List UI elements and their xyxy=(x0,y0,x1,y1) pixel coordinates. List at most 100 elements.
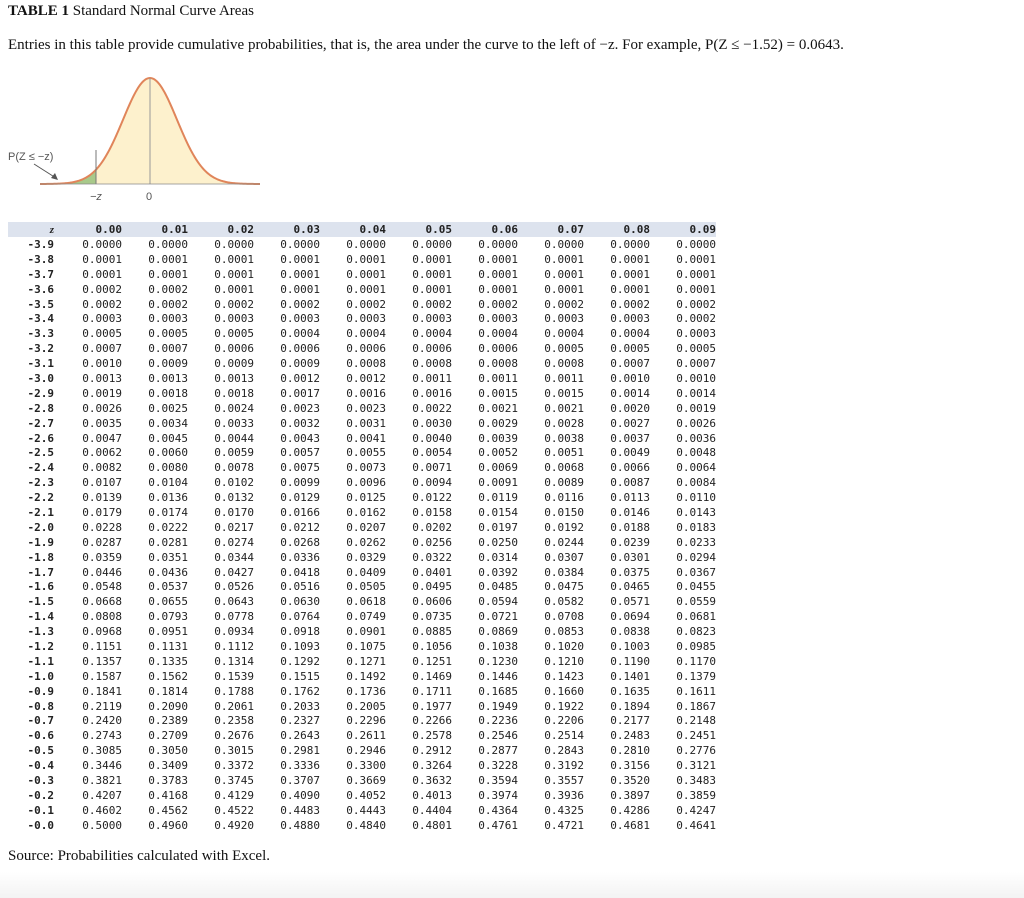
probability-cell: 0.3632 xyxy=(412,774,452,787)
probability-cell: 0.0005 xyxy=(214,327,254,341)
probability-cell: 0.1922 xyxy=(544,699,584,713)
table-row: -0.6 0.2743 0.2709 0.2676 0.2643 0.2611 0.2578… xyxy=(8,728,717,743)
table-row: -2.0 0.0228 0.0222 0.0217 0.0212 0.0207 0.0202… xyxy=(8,520,717,535)
probability-cell: 0.0301 xyxy=(610,550,650,564)
probability-cell: 0.0069 xyxy=(478,461,518,475)
probability-cell: 0.0023 xyxy=(346,401,386,415)
probability-cell: 0.0041 xyxy=(346,431,386,445)
probability-cell: 0.2676 xyxy=(214,729,254,743)
z-value-cell: -2.3 xyxy=(27,476,55,490)
probability-cell: 0.0020 xyxy=(610,401,650,415)
probability-cell: 0.3446 xyxy=(82,759,122,773)
z-value-cell: -2.2 xyxy=(27,491,55,505)
probability-cell: 0.2611 xyxy=(346,729,386,743)
probability-cell: 0.0009 xyxy=(280,357,320,371)
z-value-cell: -1.4 xyxy=(27,610,55,624)
probability-cell: 0.0228 xyxy=(82,520,122,534)
probability-cell: 0.0031 xyxy=(346,416,386,430)
table-row: -2.8 0.0026 0.0025 0.0024 0.0023 0.0023 0.0022… xyxy=(8,401,717,416)
probability-cell: 0.0401 xyxy=(412,565,452,579)
probability-cell: 0.0465 xyxy=(610,580,650,594)
probability-cell: 0.2643 xyxy=(280,729,320,743)
probability-cell: 0.0143 xyxy=(676,505,716,519)
z-value-cell: -3.2 xyxy=(27,342,55,356)
probability-cell: 0.1736 xyxy=(346,684,386,698)
probability-cell: 0.3783 xyxy=(148,774,188,787)
z-value-cell: -0.7 xyxy=(27,714,55,728)
probability-cell: 0.0007 xyxy=(676,357,716,371)
probability-cell: 0.0808 xyxy=(82,610,122,624)
probability-cell: 0.0002 xyxy=(148,282,188,296)
z-value-cell: -3.9 xyxy=(27,237,55,251)
probability-cell: 0.0262 xyxy=(346,535,386,549)
probability-cell: 0.1093 xyxy=(280,639,320,653)
probability-cell: 0.0526 xyxy=(214,580,254,594)
z-table-body: -3.9 0.0000 0.0000 0.0000 0.0000 0.0000 0.0000… xyxy=(8,237,717,833)
probability-cell: 0.0009 xyxy=(148,357,188,371)
z-value-cell: -2.1 xyxy=(27,505,55,519)
probability-cell: 0.2776 xyxy=(676,744,716,758)
probability-cell: 0.0351 xyxy=(148,550,188,564)
z-value-cell: -3.0 xyxy=(27,371,55,385)
probability-cell: 0.2912 xyxy=(412,744,452,758)
probability-cell: 0.0016 xyxy=(346,386,386,400)
probability-cell: 0.4325 xyxy=(544,803,584,817)
probability-cell: 0.0001 xyxy=(676,282,716,296)
probability-cell: 0.0026 xyxy=(676,416,716,430)
probability-cell: 0.0212 xyxy=(280,520,320,534)
probability-cell: 0.0000 xyxy=(412,237,452,251)
z-value-cell: -1.1 xyxy=(27,654,55,668)
z-value-cell: -1.2 xyxy=(27,639,55,653)
probability-cell: 0.1379 xyxy=(676,669,716,683)
probability-cell: 0.1685 xyxy=(478,684,518,698)
probability-cell: 0.3264 xyxy=(412,759,452,773)
probability-cell: 0.0003 xyxy=(280,312,320,326)
probability-cell: 0.0096 xyxy=(346,476,386,490)
table-row: -1.4 0.0808 0.0793 0.0778 0.0764 0.0749 0.0735… xyxy=(8,609,717,624)
table-row: -1.5 0.0668 0.0655 0.0643 0.0630 0.0618 0.0606… xyxy=(8,594,717,609)
probability-cell: 0.0495 xyxy=(412,580,452,594)
column-header: 0.04 xyxy=(359,223,387,236)
probability-cell: 0.0017 xyxy=(280,386,320,400)
probability-cell: 0.0013 xyxy=(82,371,122,385)
column-header: 0.03 xyxy=(293,223,321,236)
z-value-cell: -3.4 xyxy=(27,312,55,326)
probability-cell: 0.3897 xyxy=(610,788,650,802)
probability-cell: 0.3228 xyxy=(478,759,518,773)
probability-cell: 0.0885 xyxy=(412,625,452,639)
probability-cell: 0.0170 xyxy=(214,505,254,519)
table-row: -0.4 0.3446 0.3409 0.3372 0.3336 0.3300 0.3264… xyxy=(8,758,717,773)
probability-cell: 0.0039 xyxy=(478,431,518,445)
probability-cell: 0.2148 xyxy=(676,714,716,728)
probability-cell: 0.0004 xyxy=(280,327,320,341)
z-value-cell: -2.6 xyxy=(27,431,55,445)
probability-cell: 0.0051 xyxy=(544,446,584,460)
probability-cell: 0.1131 xyxy=(148,639,188,653)
z-value-cell: -1.6 xyxy=(27,580,55,594)
probability-cell: 0.0008 xyxy=(544,357,584,371)
probability-cell: 0.1492 xyxy=(346,669,386,683)
z-value-cell: -3.3 xyxy=(27,327,55,341)
probability-cell: 0.3085 xyxy=(82,744,122,758)
probability-cell: 0.2296 xyxy=(346,714,386,728)
probability-cell: 0.4404 xyxy=(412,803,452,817)
probability-cell: 0.0019 xyxy=(676,401,716,415)
probability-cell: 0.2546 xyxy=(478,729,518,743)
column-header: 0.05 xyxy=(425,223,453,236)
probability-cell: 0.2483 xyxy=(610,729,650,743)
probability-cell: 0.0239 xyxy=(610,535,650,549)
z-value-cell: -0.0 xyxy=(27,818,55,832)
probability-cell: 0.0281 xyxy=(148,535,188,549)
probability-cell: 0.0256 xyxy=(412,535,452,549)
table-row: -1.6 0.0548 0.0537 0.0526 0.0516 0.0505 0.0495… xyxy=(8,579,717,594)
probability-cell: 0.1112 xyxy=(214,639,254,653)
probability-cell: 0.0968 xyxy=(82,625,122,639)
probability-cell: 0.1151 xyxy=(82,639,122,653)
area-label: P(Z ≤ −z) xyxy=(8,151,53,163)
probability-cell: 0.1841 xyxy=(82,684,122,698)
probability-cell: 0.0001 xyxy=(346,267,386,281)
probability-cell: 0.0021 xyxy=(478,401,518,415)
probability-cell: 0.1003 xyxy=(610,639,650,653)
z-value-cell: -0.8 xyxy=(27,699,55,713)
table-title: TABLE 1 Standard Normal Curve Areas xyxy=(8,3,254,20)
